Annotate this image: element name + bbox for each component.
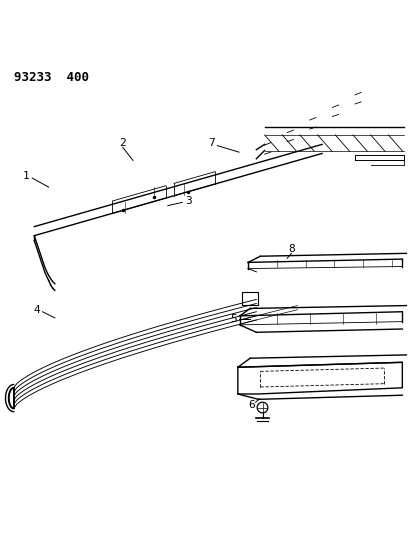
Bar <box>241 292 257 305</box>
Text: 3: 3 <box>185 196 191 206</box>
Text: 7: 7 <box>207 138 214 148</box>
Text: 4: 4 <box>33 305 40 314</box>
Text: 5: 5 <box>230 314 237 324</box>
Text: 8: 8 <box>287 244 294 254</box>
Text: 2: 2 <box>119 138 126 148</box>
Text: 93233  400: 93233 400 <box>14 71 88 84</box>
Text: 1: 1 <box>23 171 29 181</box>
Text: 6: 6 <box>247 400 254 410</box>
